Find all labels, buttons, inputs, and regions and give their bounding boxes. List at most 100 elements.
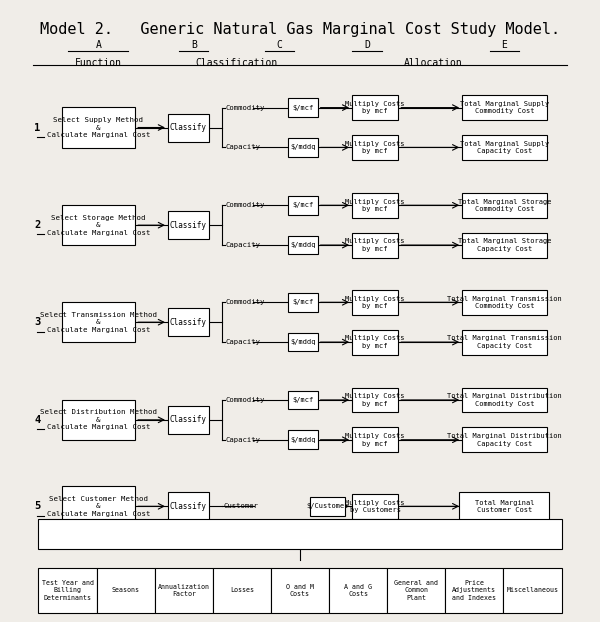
Bar: [62, 486, 135, 526]
Bar: [62, 400, 135, 440]
Text: Total Marginal Transmission
Commodity Cost: Total Marginal Transmission Commodity Co…: [447, 295, 562, 309]
Text: Total Marginal
Customer Cost: Total Marginal Customer Cost: [475, 499, 534, 513]
Text: A: A: [95, 40, 101, 50]
Bar: [462, 427, 547, 452]
Text: $/mcf: $/mcf: [292, 104, 313, 111]
Bar: [62, 302, 135, 342]
Text: Losses: Losses: [230, 587, 254, 593]
Text: Multiply Costs
by mcf: Multiply Costs by mcf: [346, 238, 405, 252]
Text: O and M
Costs: O and M Costs: [286, 583, 314, 597]
Text: Allocation: Allocation: [404, 58, 463, 68]
Bar: [62, 107, 135, 147]
Text: Total Marginal Storage
Capacity Cost: Total Marginal Storage Capacity Cost: [458, 238, 551, 252]
Bar: [288, 430, 318, 449]
Bar: [352, 388, 398, 412]
Bar: [288, 138, 318, 157]
Text: $/mddq: $/mddq: [290, 242, 316, 248]
Text: Total Marginal Distribution
Commodity Cost: Total Marginal Distribution Commodity Co…: [447, 393, 562, 407]
Text: 4: 4: [34, 415, 40, 425]
Text: Multiply Costs
by mcf: Multiply Costs by mcf: [346, 335, 405, 349]
Text: D: D: [364, 40, 370, 50]
Bar: [213, 568, 271, 613]
Bar: [462, 233, 547, 258]
Bar: [462, 330, 547, 355]
Text: Capacity: Capacity: [225, 144, 260, 151]
Text: Commodity: Commodity: [225, 299, 265, 305]
Bar: [462, 388, 547, 412]
Text: Total Marginal Supply
Capacity Cost: Total Marginal Supply Capacity Cost: [460, 141, 549, 154]
Text: Classification: Classification: [195, 58, 277, 68]
Text: General and
Common
Plant: General and Common Plant: [394, 580, 438, 601]
Bar: [288, 98, 318, 117]
Bar: [329, 568, 387, 613]
Text: Test Year and
Billing
Determinants: Test Year and Billing Determinants: [41, 580, 94, 601]
Bar: [462, 135, 547, 160]
Text: Multiply Costs
by mcf: Multiply Costs by mcf: [346, 141, 405, 154]
Bar: [288, 391, 318, 409]
Text: Multiply Costs
by mcf: Multiply Costs by mcf: [346, 295, 405, 309]
Text: Multiply Costs
by mcf: Multiply Costs by mcf: [346, 433, 405, 447]
Bar: [445, 568, 503, 613]
Text: Multiply Costs
by mcf: Multiply Costs by mcf: [346, 101, 405, 114]
Bar: [168, 309, 209, 336]
Bar: [155, 568, 213, 613]
Bar: [387, 568, 445, 613]
Text: Multiply Costs
by mcf: Multiply Costs by mcf: [346, 393, 405, 407]
Bar: [288, 333, 318, 351]
Text: Select Customer Method
&
Calculate Marginal Cost: Select Customer Method & Calculate Margi…: [47, 496, 150, 517]
Text: Classify: Classify: [170, 502, 207, 511]
Bar: [352, 233, 398, 258]
Text: Classify: Classify: [170, 123, 207, 132]
Bar: [168, 211, 209, 239]
Bar: [352, 135, 398, 160]
Bar: [271, 568, 329, 613]
Text: B: B: [191, 40, 197, 50]
Bar: [168, 113, 209, 141]
Text: Total Marginal Supply
Commodity Cost: Total Marginal Supply Commodity Cost: [460, 101, 549, 114]
Text: Classify: Classify: [170, 221, 207, 230]
Text: Select Distribution Method
&
Calculate Marginal Cost: Select Distribution Method & Calculate M…: [40, 409, 157, 430]
Text: Capacity: Capacity: [225, 242, 260, 248]
Bar: [288, 293, 318, 312]
Text: Price
Adjustments
and Indexes: Price Adjustments and Indexes: [452, 580, 496, 601]
Text: Select Storage Method
&
Calculate Marginal Cost: Select Storage Method & Calculate Margin…: [47, 215, 150, 236]
Text: Capacity: Capacity: [225, 339, 260, 345]
Bar: [462, 193, 547, 218]
Text: Classify: Classify: [170, 318, 207, 327]
Text: E: E: [502, 40, 507, 50]
Bar: [168, 493, 209, 520]
Text: $/mcf: $/mcf: [292, 397, 313, 403]
Text: Seasons: Seasons: [112, 587, 140, 593]
Text: Select Transmission Method
&
Calculate Marginal Cost: Select Transmission Method & Calculate M…: [40, 312, 157, 333]
Bar: [503, 568, 562, 613]
Text: $/Customer: $/Customer: [306, 503, 349, 509]
Bar: [97, 568, 155, 613]
Bar: [352, 494, 398, 519]
Text: Commodity: Commodity: [225, 104, 265, 111]
Bar: [352, 427, 398, 452]
Text: 2: 2: [34, 220, 40, 230]
Text: $/mddq: $/mddq: [290, 437, 316, 443]
Text: Select Supply Method
&
Calculate Marginal Cost: Select Supply Method & Calculate Margina…: [47, 117, 150, 138]
Bar: [62, 205, 135, 245]
Bar: [462, 290, 547, 315]
Bar: [352, 95, 398, 120]
Text: Total Marginal Distribution
Capacity Cost: Total Marginal Distribution Capacity Cos…: [447, 433, 562, 447]
Text: Customer: Customer: [223, 503, 259, 509]
Bar: [352, 193, 398, 218]
Text: Multiply Costs
by mcf: Multiply Costs by mcf: [346, 198, 405, 212]
Bar: [288, 196, 318, 215]
Bar: [38, 568, 97, 613]
Bar: [38, 519, 562, 549]
Bar: [352, 330, 398, 355]
Text: A and G
Costs: A and G Costs: [344, 583, 372, 597]
Text: Commodity: Commodity: [225, 202, 265, 208]
Text: $/mcf: $/mcf: [292, 202, 313, 208]
Bar: [352, 290, 398, 315]
Text: Classify: Classify: [170, 415, 207, 424]
Text: $/mcf: $/mcf: [292, 299, 313, 305]
Bar: [310, 497, 345, 516]
Text: Total Marginal Storage
Commodity Cost: Total Marginal Storage Commodity Cost: [458, 198, 551, 212]
Bar: [462, 95, 547, 120]
Text: Function: Function: [75, 58, 122, 68]
